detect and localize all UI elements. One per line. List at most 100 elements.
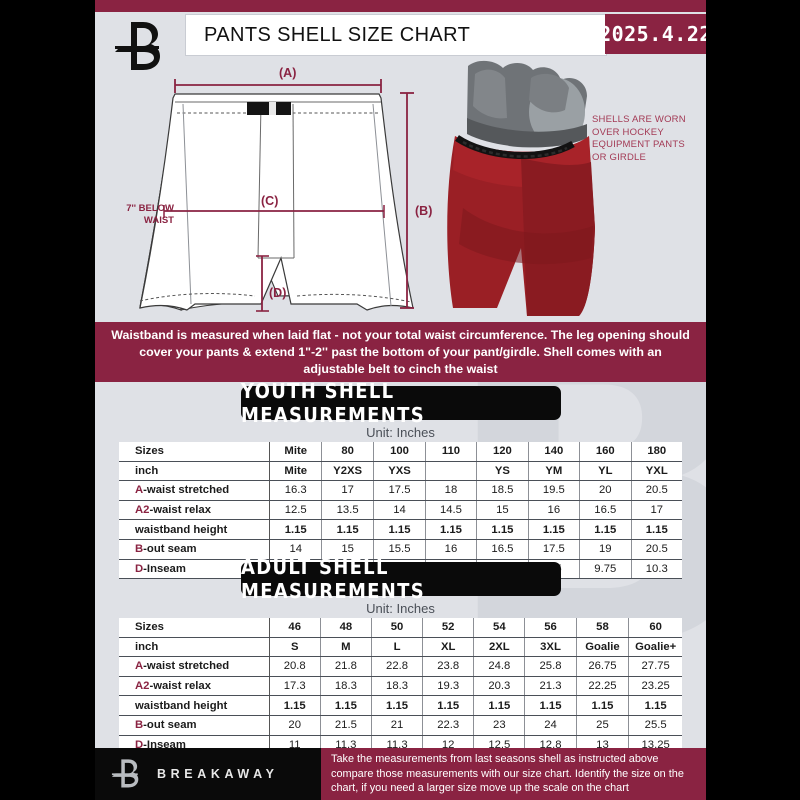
row-label-marker: B: [135, 543, 144, 556]
dimension-label-c: (C): [261, 194, 279, 208]
table-cell: 1.15: [524, 695, 577, 716]
table-cell: 1.15: [579, 519, 632, 540]
table-cell: Goalie+: [628, 637, 682, 658]
dimension-label-a: (A): [279, 66, 297, 80]
table-cell: 24.8: [473, 656, 526, 677]
top-accent-bar: [95, 0, 706, 12]
date-badge: 2025.4.22: [599, 14, 706, 54]
table-row: inch Mite Y2XS YXS YS YM YL YXL: [119, 461, 682, 482]
instruction-banner-text: Waistband is measured when laid flat - n…: [111, 327, 690, 376]
row-label-marker: A2: [135, 504, 150, 517]
table-cell: 17: [321, 480, 375, 501]
table-cell: 2XL: [473, 637, 526, 658]
table-row: B-out seam 20 21.5 21 22.3 23 24 25 25.5: [119, 715, 682, 736]
table-cell: 20.5: [631, 539, 682, 560]
row-label-marker: A: [135, 660, 144, 673]
table-cell: 80: [321, 442, 375, 462]
row-label-marker: D: [135, 562, 144, 575]
pants-technical-drawing: [139, 60, 595, 316]
table-cell: Mite: [269, 442, 322, 462]
row-label: inch: [119, 637, 270, 658]
footer-instructions: Take the measurements from last seasons …: [321, 748, 706, 800]
table-cell: 20.5: [631, 480, 682, 501]
table-cell: 1.15: [528, 519, 581, 540]
table-cell: 120: [476, 442, 529, 462]
table-cell: 18.3: [371, 676, 424, 697]
table-cell: 23.25: [628, 676, 682, 697]
table-cell: 1.15: [425, 519, 478, 540]
section-heading-adult-text: ADULT SHELL MEASUREMENTS: [241, 555, 425, 603]
table-cell: 1.15: [320, 695, 372, 716]
table-cell: 21.3: [524, 676, 577, 697]
adult-measurements-table: Sizes 46 48 50 52 54 56 58 60 inch S M L XL 2XL 3XL Goal…: [119, 618, 682, 756]
table-cell: 21: [371, 715, 424, 736]
table-cell: 110: [425, 442, 478, 462]
table-row: A-waist stretched 20.8 21.8 22.8 23.8 24.8 25.…: [119, 656, 682, 677]
row-label: waistband height: [119, 695, 270, 716]
table-cell: 17.5: [528, 539, 581, 560]
row-label: A-waist stretched: [119, 656, 270, 677]
table-cell: 160: [579, 442, 632, 462]
unit-label-youth: Unit: Inches: [366, 425, 435, 440]
table-cell: 19.3: [422, 676, 475, 697]
table-cell: 1.15: [269, 519, 322, 540]
table-cell: 24: [524, 715, 577, 736]
table-cell: 1.15: [631, 519, 682, 540]
table-cell: 21.8: [320, 656, 372, 677]
table-cell: 16.3: [269, 480, 322, 501]
youth-table-body: Sizes Mite 80 100 110 120 140 160 180 inch Mite Y2X…: [119, 442, 682, 580]
row-label: D-Inseam: [119, 559, 271, 580]
table-row: A-waist stretched 16.3 17 17.5 18 18.5 19.5 20 2…: [119, 480, 682, 501]
row-label: A2-waist relax: [119, 500, 271, 521]
footer-instructions-text: Take the measurements from last seasons …: [331, 753, 684, 795]
dimension-label-b: (B): [415, 204, 433, 218]
table-row: waistband height 1.15 1.15 1.15 1.15 1.15 1.15…: [119, 519, 682, 540]
page-title-text: PANTS SHELL SIZE CHART: [204, 23, 471, 46]
table-cell: 16.5: [579, 500, 632, 521]
youth-measurements-table: Sizes Mite 80 100 110 120 140 160 180 inch Mite Y2X…: [119, 442, 682, 580]
row-label: B-out seam: [119, 715, 270, 736]
date-text: 2025.4.22: [599, 22, 706, 46]
table-cell: 46: [269, 618, 321, 638]
table-cell: 16.5: [476, 539, 529, 560]
table-cell: 140: [528, 442, 581, 462]
table-cell: 18.5: [476, 480, 529, 501]
table-cell: 17.5: [373, 480, 426, 501]
table-row: A2-waist relax 12.5 13.5 14 14.5 15 16 16.5 17: [119, 500, 682, 521]
table-cell: YXL: [631, 461, 682, 482]
table-cell: 27.75: [628, 656, 682, 677]
breakaway-logo-footer: [111, 759, 139, 788]
table-cell: 26.75: [576, 656, 630, 677]
table-cell: 20: [579, 480, 632, 501]
table-cell: YS: [476, 461, 529, 482]
table-cell: 1.15: [371, 695, 424, 716]
table-cell: 19: [579, 539, 632, 560]
table-cell: 20.3: [473, 676, 526, 697]
table-cell: Mite: [269, 461, 322, 482]
adult-table-body: Sizes 46 48 50 52 54 56 58 60 inch S M L XL 2XL 3XL Goal…: [119, 618, 682, 756]
measurement-diagram: 7'' BELOW WAIST (A) (B) (C) (D) SHELLS A…: [95, 58, 706, 320]
dimension-label-d: (D): [269, 286, 287, 300]
table-cell: 10.3: [631, 559, 682, 580]
table-cell: L: [371, 637, 424, 658]
unit-label-adult: Unit: Inches: [366, 601, 435, 616]
table-cell: 1.15: [321, 519, 375, 540]
row-label: A2-waist relax: [119, 676, 270, 697]
table-cell: 100: [373, 442, 426, 462]
table-cell: 1.15: [422, 695, 475, 716]
table-cell: 1.15: [628, 695, 682, 716]
table-cell: YL: [579, 461, 632, 482]
table-cell: 1.15: [473, 695, 526, 716]
table-cell: 25.8: [524, 656, 577, 677]
table-cell: 1.15: [373, 519, 426, 540]
table-cell: Y2XS: [321, 461, 375, 482]
table-cell: 23.8: [422, 656, 475, 677]
table-cell: YXS: [373, 461, 426, 482]
table-cell: 12.5: [269, 500, 322, 521]
table-cell: 17.3: [269, 676, 321, 697]
row-label: waistband height: [119, 519, 271, 540]
page-title: PANTS SHELL SIZE CHART: [185, 14, 607, 56]
table-cell: 19.5: [528, 480, 581, 501]
table-cell: 9.75: [579, 559, 632, 580]
